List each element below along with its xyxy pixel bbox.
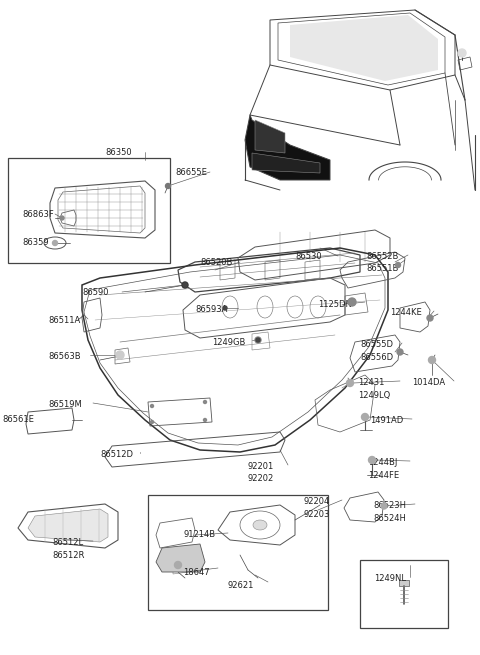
Text: 86555D: 86555D: [360, 340, 393, 349]
Circle shape: [175, 561, 181, 569]
Circle shape: [256, 338, 260, 342]
Circle shape: [223, 306, 227, 310]
Bar: [8, 158, 170, 263]
Text: 86590: 86590: [82, 288, 108, 297]
Text: 1125DN: 1125DN: [318, 300, 352, 309]
Circle shape: [397, 349, 403, 355]
Text: 86350: 86350: [105, 148, 132, 157]
Text: 86552B: 86552B: [366, 252, 398, 261]
Text: 86556D: 86556D: [360, 353, 393, 362]
Circle shape: [166, 183, 170, 189]
Circle shape: [116, 351, 124, 359]
Ellipse shape: [253, 520, 267, 530]
Text: 86530: 86530: [295, 252, 322, 261]
Circle shape: [369, 457, 375, 464]
Bar: [148, 495, 328, 610]
Text: 86593A: 86593A: [195, 305, 228, 314]
Bar: [360, 560, 448, 628]
Text: 92201: 92201: [248, 462, 274, 471]
Text: 86561E: 86561E: [2, 415, 34, 424]
Circle shape: [381, 503, 387, 509]
Text: 86519M: 86519M: [48, 400, 82, 409]
Circle shape: [255, 337, 261, 343]
Text: 1249LQ: 1249LQ: [358, 391, 390, 400]
Text: 86512D: 86512D: [100, 450, 133, 459]
Text: 86563B: 86563B: [48, 352, 81, 361]
Text: 86512L: 86512L: [52, 538, 83, 547]
Polygon shape: [156, 544, 205, 572]
Text: 1249GB: 1249GB: [212, 338, 245, 347]
Polygon shape: [290, 15, 438, 81]
Circle shape: [458, 49, 466, 57]
Circle shape: [151, 405, 154, 407]
Text: 86655E: 86655E: [175, 168, 207, 177]
Text: 92621: 92621: [228, 581, 254, 590]
Circle shape: [347, 379, 353, 386]
Text: 92203: 92203: [303, 510, 329, 519]
Text: 92204: 92204: [303, 497, 329, 506]
Text: 86520B: 86520B: [200, 258, 232, 267]
Circle shape: [361, 413, 369, 421]
Text: 1249NL: 1249NL: [374, 574, 406, 583]
Text: 86511A: 86511A: [48, 316, 80, 325]
Circle shape: [182, 282, 188, 288]
Circle shape: [427, 315, 433, 321]
Text: 12431: 12431: [358, 378, 384, 387]
Polygon shape: [255, 120, 285, 153]
Text: 1244FE: 1244FE: [368, 471, 399, 480]
Circle shape: [52, 240, 58, 246]
Text: 91214B: 91214B: [183, 530, 215, 539]
Circle shape: [348, 298, 356, 306]
Text: 1491AD: 1491AD: [370, 416, 403, 425]
Polygon shape: [28, 509, 108, 542]
Polygon shape: [252, 153, 320, 173]
Text: 1244KE: 1244KE: [390, 308, 422, 317]
Circle shape: [183, 283, 187, 287]
Polygon shape: [399, 580, 409, 586]
Text: 86523H: 86523H: [373, 501, 406, 510]
Text: 18647: 18647: [183, 568, 210, 577]
Text: 86359: 86359: [22, 238, 48, 247]
Circle shape: [429, 356, 435, 364]
Polygon shape: [245, 115, 330, 180]
Circle shape: [204, 419, 206, 422]
Circle shape: [204, 400, 206, 403]
Text: 92202: 92202: [248, 474, 274, 483]
Text: 1244BJ: 1244BJ: [368, 458, 397, 467]
Circle shape: [60, 216, 64, 220]
Text: 86524H: 86524H: [373, 514, 406, 523]
Circle shape: [151, 421, 154, 424]
Text: 86512R: 86512R: [52, 551, 84, 560]
Circle shape: [396, 263, 400, 267]
Text: 1014DA: 1014DA: [412, 378, 445, 387]
Text: 86551B: 86551B: [366, 264, 398, 273]
Text: 86863F: 86863F: [22, 210, 54, 219]
